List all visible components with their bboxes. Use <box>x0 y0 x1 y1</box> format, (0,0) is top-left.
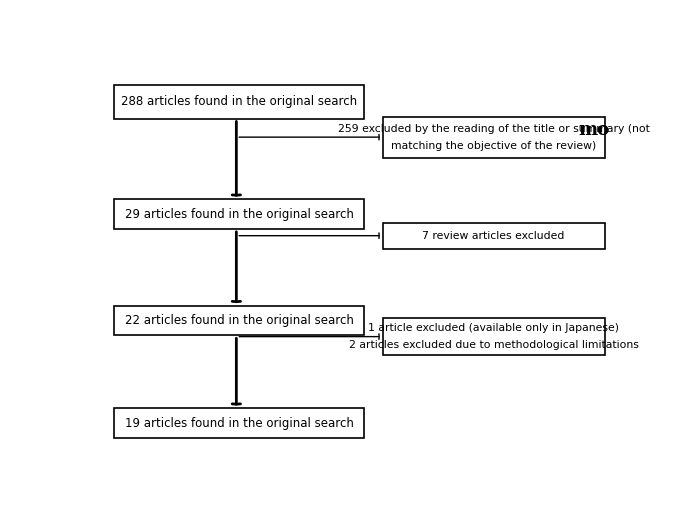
FancyBboxPatch shape <box>115 306 363 335</box>
Text: 288 articles found in the original search: 288 articles found in the original searc… <box>121 95 357 109</box>
Text: 1 article excluded (available only in Japanese): 1 article excluded (available only in Ja… <box>368 323 619 333</box>
Text: 29 articles found in the original search: 29 articles found in the original search <box>124 208 354 221</box>
Text: mo: mo <box>578 121 610 139</box>
FancyBboxPatch shape <box>115 85 363 119</box>
Text: 7 review articles excluded: 7 review articles excluded <box>422 231 565 241</box>
FancyBboxPatch shape <box>382 223 605 249</box>
Text: matching the objective of the review): matching the objective of the review) <box>391 141 596 151</box>
FancyBboxPatch shape <box>382 117 605 158</box>
Text: 22 articles found in the original search: 22 articles found in the original search <box>124 314 354 327</box>
FancyBboxPatch shape <box>382 317 605 355</box>
Text: 19 articles found in the original search: 19 articles found in the original search <box>124 417 354 430</box>
FancyBboxPatch shape <box>115 200 363 229</box>
Text: 259 excluded by the reading of the title or summary (not: 259 excluded by the reading of the title… <box>338 124 649 134</box>
Text: 2 articles excluded due to methodological limitations: 2 articles excluded due to methodologica… <box>349 340 639 350</box>
FancyBboxPatch shape <box>115 409 363 438</box>
